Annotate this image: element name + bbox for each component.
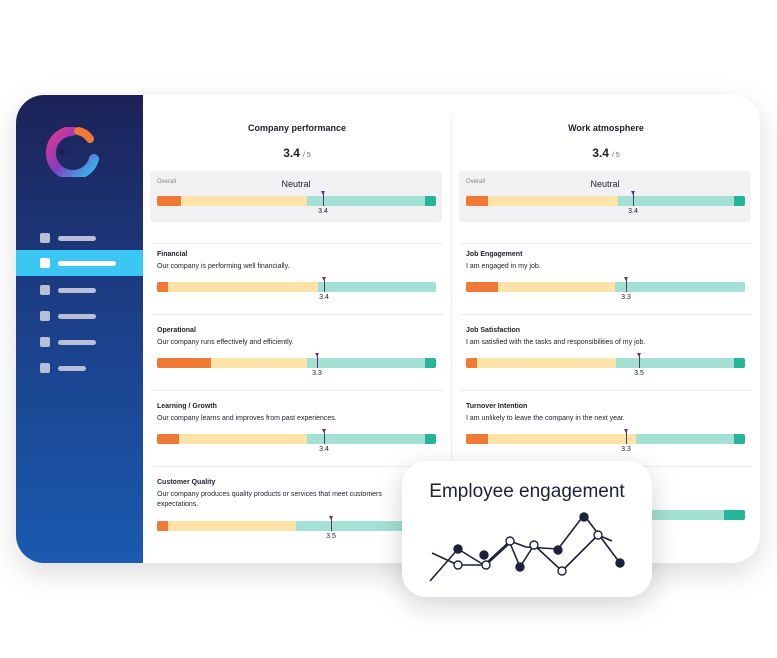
employee-engagement-card[interactable]: Employee engagement: [402, 461, 652, 597]
column-title: Company performance: [247, 123, 347, 133]
marker-value: 3.3: [621, 294, 631, 301]
item-row[interactable]: Job Engagement I am engaged in my job.: [466, 251, 746, 272]
score-denominator: / 5: [302, 152, 311, 159]
item-title: Customer Quality: [157, 479, 216, 486]
overall-panel: Overall Neutral 3.4: [459, 171, 751, 222]
item-title: Operational: [157, 327, 196, 334]
overall-panel: Overall Neutral 3.4: [150, 171, 442, 222]
nav-checkbox-icon: [40, 363, 50, 373]
item-title: Job Satisfaction: [466, 327, 521, 334]
score-marker: [321, 191, 325, 206]
item-description: I am satisfied with the tasks and respon…: [466, 339, 646, 346]
item-scale-bar: 3.5: [157, 516, 436, 540]
marker-value: 3.3: [312, 370, 322, 377]
item-description: Our company runs effectively and efficie…: [157, 339, 294, 346]
score-value: 3.4: [283, 146, 300, 160]
column-divider: [451, 115, 452, 545]
item-description: Our company produces quality products or…: [157, 491, 382, 498]
item-row[interactable]: Job Satisfaction I am satisfied with the…: [466, 327, 746, 348]
item-scale-bar: 3.4: [157, 277, 436, 301]
overall-label: Overall: [466, 179, 486, 185]
marker-value: 3.4: [318, 208, 328, 215]
item-row[interactable]: Customer Quality Our company produces qu…: [157, 479, 437, 510]
item-scale-bar: 3.3: [466, 429, 745, 453]
item-row[interactable]: Financial Our company is performing well…: [157, 251, 437, 272]
overall-sentiment: Neutral: [590, 179, 620, 189]
survey-report-card: Company performance 3.4/ 5 Overall Neutr…: [16, 95, 760, 563]
nav-checkbox-icon: [40, 233, 50, 243]
item-scale-bar: 3.3: [157, 353, 436, 377]
item-title: Job Engagement: [466, 251, 523, 258]
score-marker: [329, 516, 333, 531]
marker-value: 3.3: [621, 446, 631, 453]
score-marker: [637, 353, 641, 368]
item-row[interactable]: Turnover Intention I am unlikely to leav…: [466, 403, 746, 424]
item-title: Turnover Intention: [466, 403, 528, 410]
score-marker: [624, 429, 628, 444]
culture-amp-logo: [45, 127, 99, 177]
nav-checkbox-icon: [40, 285, 50, 295]
score-marker: [315, 353, 319, 368]
marker-value: 3.4: [319, 294, 329, 301]
overall-score: 3.4/ 5: [452, 146, 760, 160]
company-performance-column: Company performance 3.4/ 5 Overall Neutr…: [143, 95, 451, 563]
nav-item-4[interactable]: [40, 309, 96, 323]
nav-checkbox-icon: [40, 337, 50, 347]
nav-item-2-active[interactable]: [16, 250, 143, 276]
item-description: I am engaged in my job.: [466, 263, 541, 270]
score-value: 3.4: [592, 146, 609, 160]
nav-checkbox-icon: [40, 258, 50, 268]
marker-value: 3.4: [319, 446, 329, 453]
card-title: Employee engagement: [429, 481, 625, 502]
nav-item-5[interactable]: [40, 335, 96, 349]
nav-item-6[interactable]: [40, 361, 86, 375]
overall-scale-bar: 3.4: [157, 191, 436, 215]
sidebar: [16, 95, 143, 563]
item-scale-bar: 3.5: [466, 353, 745, 377]
overall-scale-bar: 3.4: [466, 191, 745, 215]
item-row[interactable]: Operational Our company runs effectively…: [157, 327, 437, 348]
score-marker: [631, 191, 635, 206]
overall-label: Overall: [157, 179, 177, 185]
nav-checkbox-icon: [40, 311, 50, 321]
score-marker: [322, 429, 326, 444]
item-row[interactable]: Learning / Growth Our company learns and…: [157, 403, 437, 424]
item-scale-bar: 3.4: [157, 429, 436, 453]
score-marker: [624, 277, 628, 292]
item-title: Financial: [157, 251, 188, 258]
overall-score: 3.4/ 5: [143, 146, 451, 160]
item-scale-bar: 3.3: [466, 277, 745, 301]
item-description: I am unlikely to leave the company in th…: [466, 415, 625, 422]
nav-item-3[interactable]: [40, 283, 96, 297]
marker-value: 3.5: [634, 370, 644, 377]
item-description: Our company is performing well financial…: [157, 263, 290, 270]
score-marker: [322, 277, 326, 292]
overall-sentiment: Neutral: [281, 179, 311, 189]
marker-value: 3.5: [326, 533, 336, 540]
line-chart-icon: [429, 512, 625, 582]
score-denominator: / 5: [611, 152, 620, 159]
item-title: Learning / Growth: [157, 403, 217, 410]
nav-item-1[interactable]: [40, 231, 96, 245]
item-description: Our company learns and improves from pas…: [157, 415, 337, 422]
item-description-cont: expectations.: [157, 501, 199, 508]
marker-value: 3.4: [628, 208, 638, 215]
column-title: Work atmosphere: [568, 123, 644, 133]
